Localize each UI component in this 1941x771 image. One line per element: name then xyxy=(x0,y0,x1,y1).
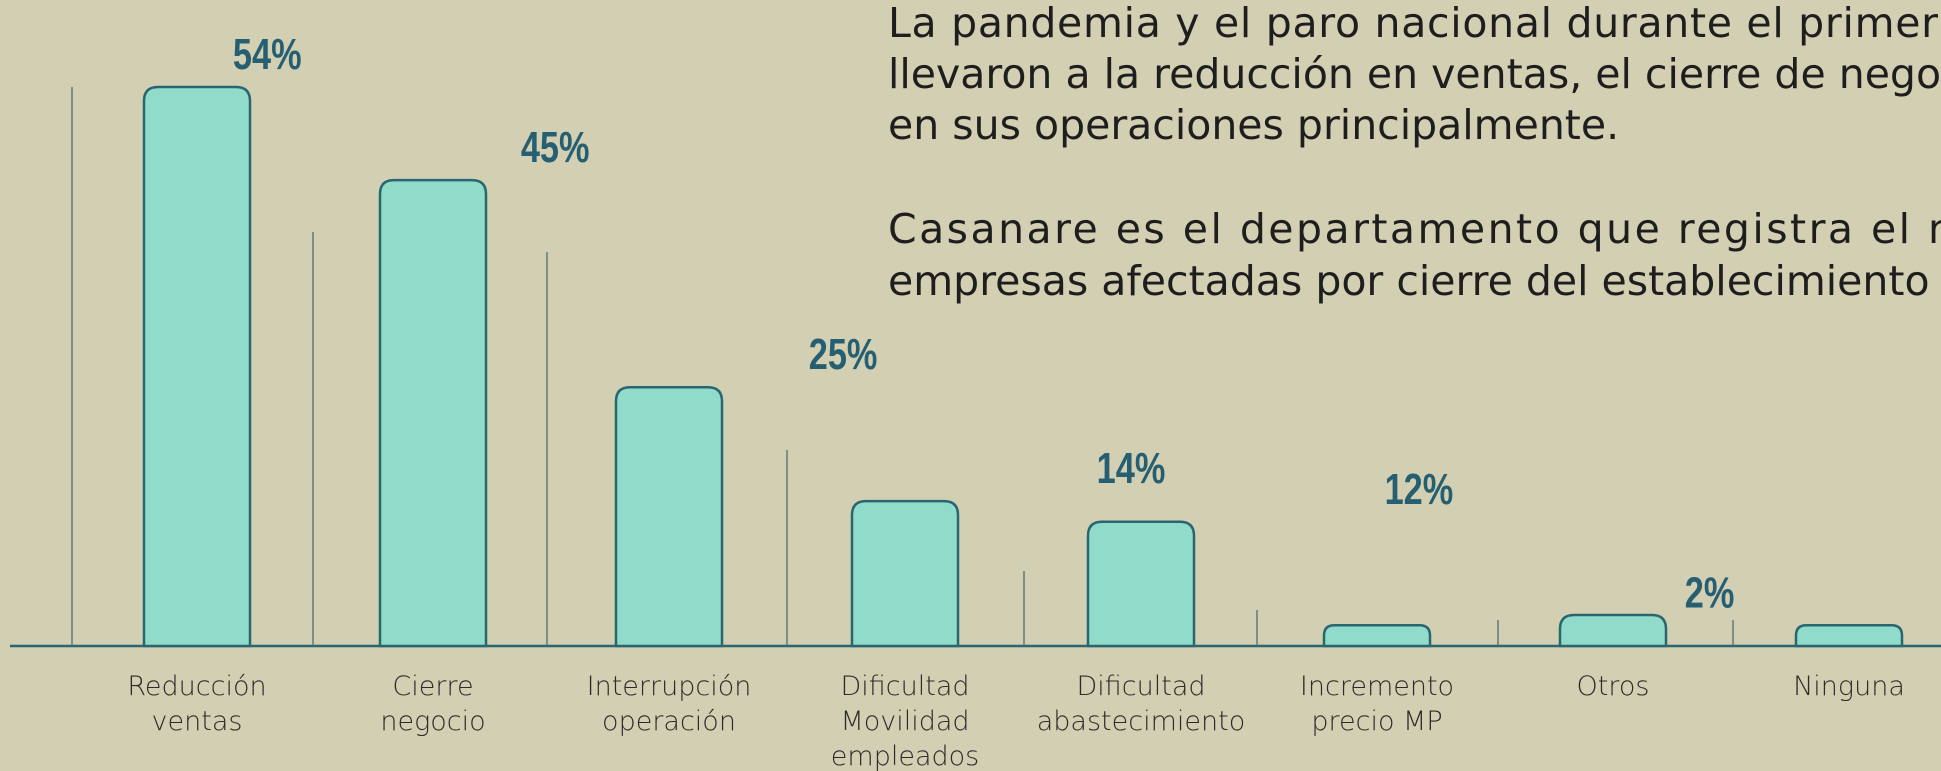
value-label: 2% xyxy=(1685,568,1735,617)
x-tick-label: Dificultad Movilidad empleados xyxy=(831,671,979,771)
value-label: 45% xyxy=(521,123,590,172)
x-tick-label: Otros xyxy=(1577,671,1650,702)
value-label: 54% xyxy=(233,30,302,79)
bar xyxy=(1322,624,1432,648)
bar xyxy=(142,85,252,648)
bar xyxy=(378,178,488,648)
x-tick-label: Ninguna xyxy=(1793,671,1905,702)
x-tick-label: Interrupción operación xyxy=(587,671,752,737)
bar xyxy=(614,385,724,648)
x-tick-label: Dificultad abastecimiento xyxy=(1037,671,1245,737)
bar xyxy=(1086,520,1196,648)
value-label: 14% xyxy=(1097,444,1166,493)
annotation-line: en sus operaciones principalmente. xyxy=(888,101,1619,149)
value-label: 25% xyxy=(809,330,878,379)
value-label: 12% xyxy=(1385,465,1454,514)
bar xyxy=(1558,613,1668,648)
x-tick-label: Cierre negocio xyxy=(380,671,485,737)
annotation-line: empresas afectadas por cierre del establ… xyxy=(888,257,1941,305)
x-tick-label: Incremento precio MP xyxy=(1300,671,1454,737)
annotation-line: La pandemia y el paro nacional durante e… xyxy=(888,0,1938,47)
annotation-line: Casanare es el departamento que registra… xyxy=(888,205,1941,253)
annotation-line: llevaron a la reducción en ventas, el ci… xyxy=(888,50,1941,98)
bar xyxy=(850,499,960,648)
x-tick-label: Reducción ventas xyxy=(127,671,266,737)
bar xyxy=(1794,624,1904,648)
